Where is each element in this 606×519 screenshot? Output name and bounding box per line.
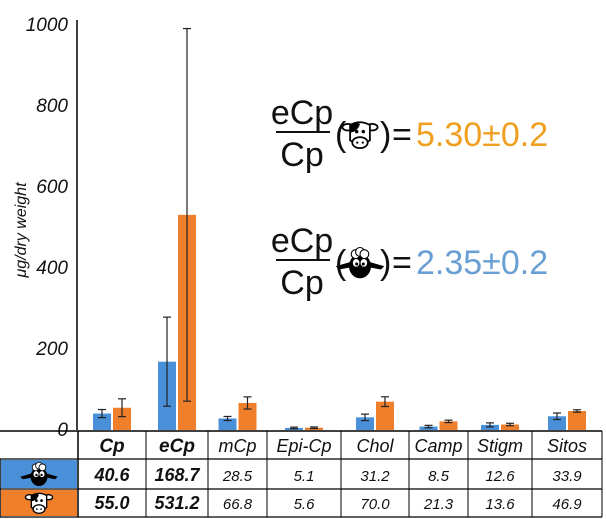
x-tick-label: mCp xyxy=(218,436,256,456)
data-label: 5.6 xyxy=(294,496,316,513)
paren-open: ( xyxy=(335,244,347,282)
paren-open: ( xyxy=(335,116,347,154)
ratio-value: 2.35±0.2 xyxy=(416,244,548,282)
bar xyxy=(356,417,374,430)
y-tick-label: 600 xyxy=(36,177,68,198)
ratio-annotation: eCp Cp () = 5.30±0.2 xyxy=(271,94,548,174)
bar xyxy=(93,413,111,430)
x-tick-label: Epi-Cp xyxy=(276,436,331,456)
equals-sign: = xyxy=(392,244,412,282)
data-label: 31.2 xyxy=(360,468,390,485)
data-label: 46.9 xyxy=(552,496,582,513)
ratio-annotation: eCp Cp () = 2.35±0.2 xyxy=(271,222,548,302)
bar xyxy=(238,402,257,430)
data-label: 28.5 xyxy=(222,468,253,485)
ratio-value: 5.30±0.2 xyxy=(416,116,548,154)
x-tick-label: Chol xyxy=(356,436,394,456)
data-label: 66.8 xyxy=(223,496,253,513)
data-label: 40.6 xyxy=(93,465,130,485)
ratio-denominator: Cp xyxy=(280,136,323,174)
data-label: 70.0 xyxy=(360,496,390,513)
x-tick-label: Sitos xyxy=(547,436,587,456)
bar xyxy=(218,418,237,430)
ratio-denominator: Cp xyxy=(280,264,323,302)
bar xyxy=(439,421,458,430)
data-label: 33.9 xyxy=(552,468,582,485)
data-label: 531.2 xyxy=(154,493,199,513)
sheep-icon xyxy=(335,246,385,279)
paren-close: ) xyxy=(380,116,391,154)
x-tick-label: eCp xyxy=(159,436,195,457)
ratio-numerator: eCp xyxy=(271,94,333,132)
data-label: 55.0 xyxy=(94,493,129,513)
paren-close: ) xyxy=(380,244,391,282)
bar xyxy=(376,401,394,430)
y-tick-label: 800 xyxy=(36,96,68,117)
y-tick-label: 400 xyxy=(36,258,68,279)
y-axis-label: μg/dry weight xyxy=(13,182,30,279)
bar xyxy=(501,424,519,430)
cow-icon xyxy=(24,492,54,515)
data-label: 12.6 xyxy=(485,468,515,485)
x-tick-label: Camp xyxy=(414,436,462,456)
data-label: 5.1 xyxy=(294,468,315,485)
bar xyxy=(548,416,566,430)
x-tick-label: Stigm xyxy=(477,436,523,456)
ratio-numerator: eCp xyxy=(271,222,333,260)
x-tick-label: Cp xyxy=(99,436,124,457)
data-label: 13.6 xyxy=(485,496,515,513)
equals-sign: = xyxy=(392,116,412,154)
bar xyxy=(113,407,131,430)
sheep-icon xyxy=(20,461,58,487)
cow-icon xyxy=(341,121,379,149)
data-label: 21.3 xyxy=(423,496,454,513)
y-tick-label: 1000 xyxy=(26,15,69,36)
data-label: 168.7 xyxy=(154,465,200,485)
y-tick-label: 200 xyxy=(35,339,68,360)
bar xyxy=(568,411,586,430)
data-label: 8.5 xyxy=(428,468,450,485)
